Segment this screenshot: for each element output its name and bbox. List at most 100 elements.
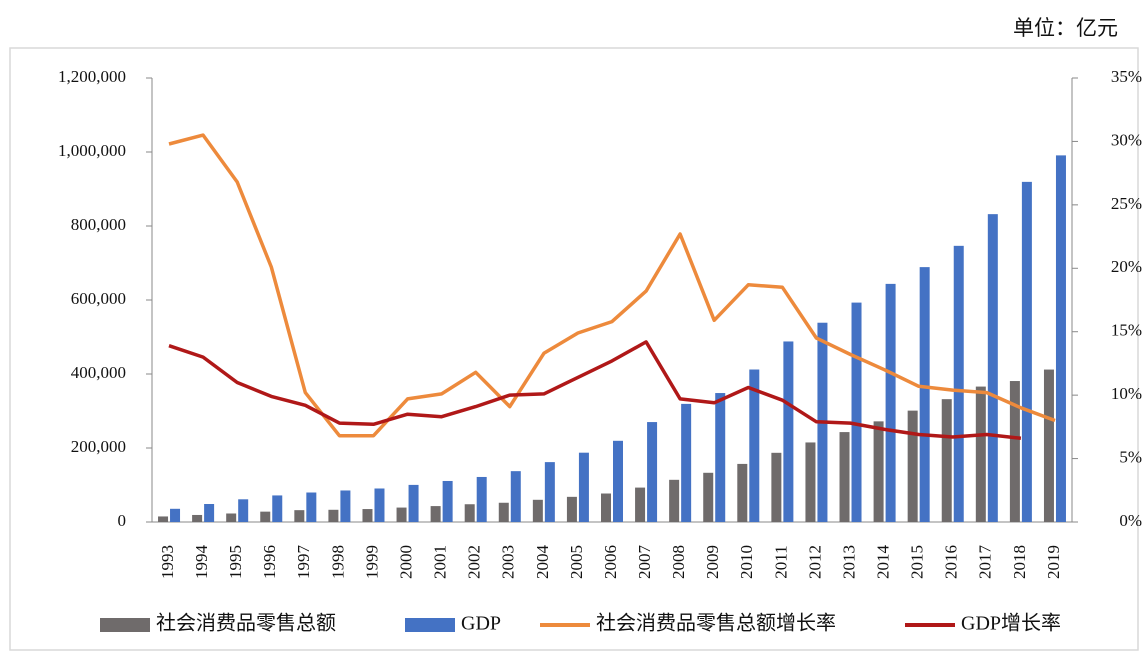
line-series bbox=[168, 133, 1056, 438]
bar bbox=[306, 492, 317, 522]
bar bbox=[783, 341, 794, 522]
legend-label: 社会消费品零售总额 bbox=[156, 612, 336, 635]
y-tick-label: 800,000 bbox=[71, 215, 126, 234]
bar bbox=[681, 403, 692, 522]
bar bbox=[647, 422, 658, 522]
bar bbox=[566, 496, 577, 522]
bar bbox=[260, 511, 271, 522]
line-series bbox=[168, 340, 1022, 441]
bar bbox=[919, 267, 930, 522]
bar bbox=[1009, 381, 1020, 522]
bar bbox=[442, 480, 453, 522]
x-tick-label: 1997 bbox=[294, 545, 313, 580]
bar bbox=[204, 504, 215, 522]
x-tick-label: 1994 bbox=[192, 545, 211, 580]
x-tick-label: 2015 bbox=[908, 545, 927, 579]
bar bbox=[873, 421, 884, 522]
x-tick-label: 2017 bbox=[976, 545, 995, 580]
x-tick-label: 2005 bbox=[567, 545, 586, 579]
y2-tick-label: 25% bbox=[1111, 194, 1142, 213]
bar bbox=[601, 493, 611, 522]
legend-label: 社会消费品零售总额增长率 bbox=[596, 612, 836, 635]
bar bbox=[851, 302, 862, 522]
bar bbox=[430, 506, 441, 522]
bar bbox=[294, 510, 305, 522]
y2-tick-label: 0% bbox=[1119, 511, 1142, 530]
bar bbox=[715, 393, 726, 522]
bar bbox=[907, 410, 918, 522]
x-tick-label: 2019 bbox=[1044, 545, 1063, 579]
bar bbox=[635, 487, 646, 522]
y-tick-label: 600,000 bbox=[71, 289, 126, 308]
bar bbox=[510, 471, 521, 522]
bar bbox=[272, 495, 283, 522]
bar bbox=[340, 490, 351, 522]
legend-swatch bbox=[100, 618, 150, 632]
x-tick-label: 1995 bbox=[226, 545, 245, 579]
x-tick-label: 2001 bbox=[431, 545, 450, 579]
bar bbox=[158, 516, 169, 522]
bar bbox=[192, 514, 203, 522]
x-tick-label: 1999 bbox=[362, 545, 381, 579]
unit-note: 单位：亿元 bbox=[1013, 16, 1118, 40]
x-tick-label: 2013 bbox=[839, 545, 858, 579]
x-tick-label: 2007 bbox=[635, 545, 654, 580]
bar bbox=[226, 513, 237, 522]
y2-tick-label: 5% bbox=[1119, 447, 1142, 466]
y2-tick-label: 10% bbox=[1111, 384, 1142, 403]
y-tick-label: 1,000,000 bbox=[58, 141, 126, 160]
x-tick-label: 2009 bbox=[703, 545, 722, 579]
bar bbox=[953, 245, 964, 522]
bar bbox=[987, 214, 998, 523]
bar bbox=[578, 452, 589, 522]
bar bbox=[408, 484, 419, 522]
y2-tick-label: 20% bbox=[1111, 257, 1142, 276]
x-tick-label: 1998 bbox=[328, 545, 347, 579]
bar bbox=[737, 463, 748, 522]
y2-tick-label: 35% bbox=[1111, 67, 1142, 86]
bar bbox=[975, 386, 986, 522]
bar bbox=[1021, 181, 1032, 522]
bar bbox=[476, 476, 487, 522]
x-tick-label: 1996 bbox=[260, 545, 279, 579]
bar bbox=[839, 432, 850, 522]
y-tick-label: 200,000 bbox=[71, 437, 126, 456]
x-tick-label: 1993 bbox=[158, 545, 177, 579]
legend-label: GDP增长率 bbox=[961, 612, 1061, 635]
x-tick-label: 2014 bbox=[873, 545, 892, 580]
x-tick-label: 2004 bbox=[533, 545, 552, 580]
y-tick-label: 400,000 bbox=[71, 363, 126, 382]
bar bbox=[498, 502, 509, 522]
bar bbox=[669, 479, 680, 522]
x-tick-label: 2002 bbox=[465, 545, 484, 579]
bar bbox=[1055, 155, 1066, 522]
y-tick-label: 0 bbox=[118, 511, 127, 530]
bar bbox=[170, 508, 181, 522]
bar bbox=[749, 369, 760, 522]
x-tick-label: 2018 bbox=[1010, 545, 1029, 579]
bar bbox=[328, 509, 339, 522]
bar bbox=[544, 462, 555, 522]
bar bbox=[532, 499, 543, 522]
bar bbox=[1043, 369, 1054, 522]
x-tick-label: 2008 bbox=[669, 545, 688, 579]
bar bbox=[362, 509, 373, 522]
y-tick-label: 1,200,000 bbox=[58, 67, 126, 86]
y2-tick-label: 30% bbox=[1111, 130, 1142, 149]
bar bbox=[374, 488, 385, 522]
x-tick-label: 2011 bbox=[771, 545, 790, 578]
x-tick-label: 2003 bbox=[499, 545, 518, 579]
bar bbox=[464, 504, 475, 522]
bar bbox=[885, 283, 896, 522]
bar bbox=[238, 499, 249, 522]
legend-label: GDP bbox=[461, 613, 501, 635]
bar bbox=[396, 507, 407, 522]
x-tick-label: 2006 bbox=[601, 545, 620, 579]
chart-frame bbox=[9, 47, 1139, 651]
x-tick-label: 2000 bbox=[396, 545, 415, 579]
x-tick-label: 2012 bbox=[805, 545, 824, 579]
bar bbox=[941, 399, 952, 522]
x-tick-label: 2016 bbox=[942, 545, 961, 579]
bar bbox=[703, 472, 714, 522]
